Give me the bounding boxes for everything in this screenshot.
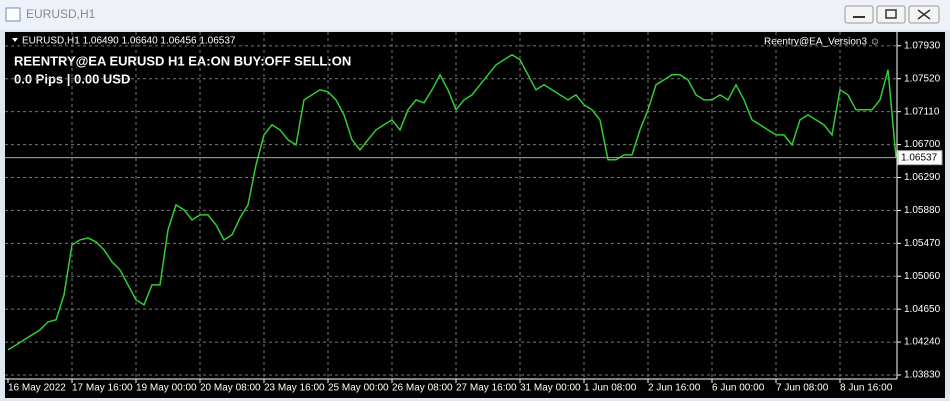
x-tick-label: 1 Jun 08:00: [584, 383, 637, 394]
y-tick-label: 1.04240: [904, 337, 941, 348]
y-tick-label: 1.06700: [904, 139, 941, 150]
ea-status: REENTRY@EA EURUSD H1 EA:ON BUY:OFF SELL:…: [14, 53, 351, 68]
menu-arrow[interactable]: [12, 38, 18, 42]
x-tick-label: 16 May 2022: [8, 383, 66, 394]
restore-icon: [885, 9, 897, 19]
current-price-box: [897, 150, 943, 166]
x-tick-label: 31 May 00:00: [520, 383, 581, 394]
x-tick-label: 8 Jun 16:00: [840, 383, 893, 394]
x-tick-label: 25 May 00:00: [328, 383, 389, 394]
restore-button[interactable]: [876, 5, 906, 24]
x-tick-label: 26 May 08:00: [392, 383, 453, 394]
chart-header: EURUSD,H1 1.06490 1.06640 1.06456 1.0653…: [22, 36, 236, 47]
chart-area: [5, 32, 945, 398]
x-tick-label: 27 May 16:00: [456, 383, 517, 394]
window-icon: [5, 7, 21, 22]
x-tick-label: 7 Jun 08:00: [776, 383, 829, 394]
y-tick-label: 1.05880: [904, 205, 941, 216]
x-tick-label: 19 May 00:00: [136, 383, 197, 394]
y-tick-label: 1.07930: [904, 40, 941, 51]
current-price-label: 1.06537: [901, 152, 938, 163]
y-tick-label: 1.05470: [904, 238, 941, 249]
x-tick-label: 2 Jun 16:00: [648, 383, 701, 394]
price-line: [7, 53, 897, 351]
x-tick-label: 23 May 16:00: [264, 383, 325, 394]
y-tick-label: 1.04650: [904, 304, 941, 315]
x-tick-label: 20 May 08:00: [200, 383, 261, 394]
title-bar: [0, 0, 950, 30]
close-icon: [917, 9, 931, 20]
minimize-button[interactable]: [844, 5, 874, 24]
y-tick-label: 1.06290: [904, 172, 941, 183]
window-title: EURUSD,H1: [26, 7, 96, 21]
y-tick-label: 1.07110: [904, 106, 940, 117]
ea-name: Reentry@EA_Version3 ☺: [764, 37, 880, 48]
x-tick-label: 17 May 16:00: [72, 383, 133, 394]
y-tick-label: 1.03830: [904, 370, 941, 381]
y-tick-label: 1.07520: [904, 73, 941, 84]
y-tick-label: 1.05060: [904, 271, 941, 282]
x-tick-label: 6 Jun 00:00: [712, 383, 765, 394]
